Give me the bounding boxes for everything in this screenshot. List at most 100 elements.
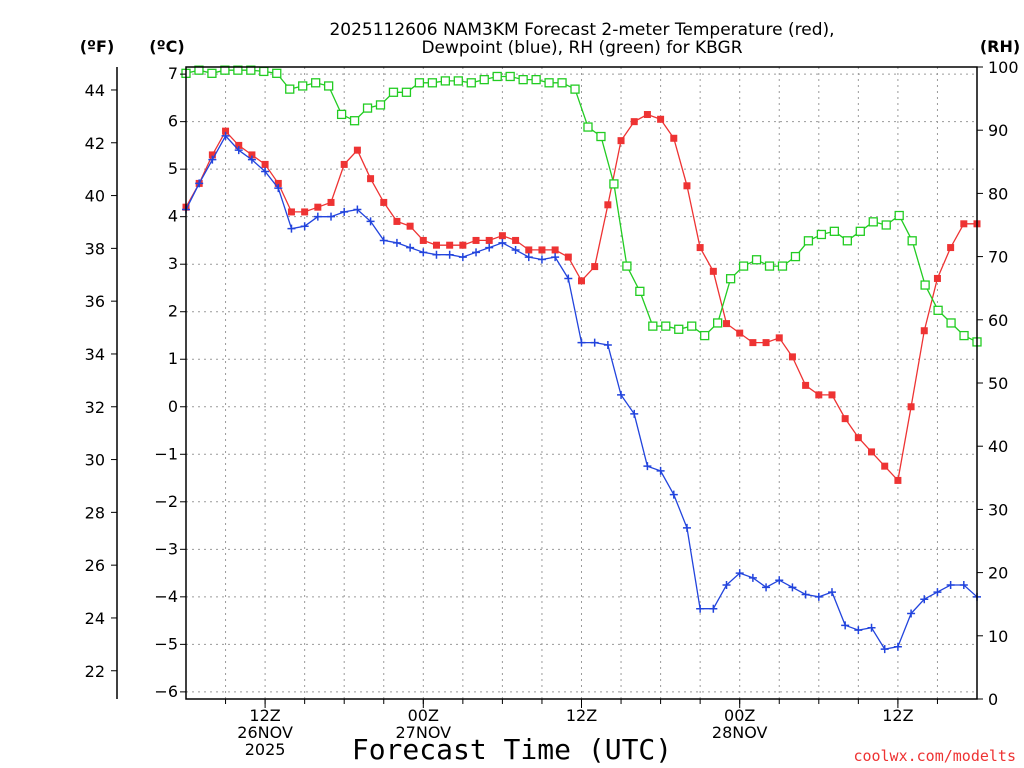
fahrenheit-tick-label: 40 bbox=[85, 187, 105, 206]
rh-data-point bbox=[440, 76, 450, 86]
rh-data-point bbox=[842, 236, 852, 246]
rh-data-point bbox=[427, 78, 438, 88]
celsius-tick-label: −5 bbox=[154, 634, 178, 653]
dewpoint-data-point bbox=[524, 253, 533, 262]
rh-data-point bbox=[518, 74, 528, 85]
dewpoint-data-point bbox=[274, 184, 283, 193]
x-tick-label: 26NOV bbox=[237, 723, 293, 742]
temperature-data-point bbox=[723, 320, 731, 328]
rh-data-point bbox=[492, 71, 502, 82]
dewpoint-data-point bbox=[287, 224, 296, 233]
rh-data-point bbox=[544, 78, 554, 88]
celsius-tick-label: 5 bbox=[168, 159, 178, 178]
rh-tick-label: 40 bbox=[988, 437, 1008, 456]
dewpoint-data-point bbox=[537, 255, 546, 264]
temperature-data-point bbox=[907, 403, 915, 411]
dewpoint-data-point bbox=[867, 623, 876, 632]
rh-tick-label: 20 bbox=[988, 564, 1008, 583]
rh-tick-label: 10 bbox=[988, 627, 1008, 646]
rh-data-point bbox=[635, 286, 645, 297]
rh-data-point bbox=[803, 236, 814, 246]
rh-data-point bbox=[933, 305, 943, 315]
dewpoint-data-point bbox=[564, 274, 573, 283]
dewpoint-data-point bbox=[406, 243, 415, 252]
rh-data-point bbox=[336, 109, 347, 120]
temperature-data-point bbox=[841, 415, 849, 423]
dewpoint-data-point bbox=[946, 580, 955, 589]
dewpoint-data-point bbox=[208, 155, 217, 164]
x-tick-label: 12Z bbox=[249, 706, 280, 725]
temperature-data-point bbox=[788, 353, 796, 361]
chart-title-line-1: 2025112606 NAM3KM Forecast 2-meter Tempe… bbox=[329, 20, 834, 40]
temperature-data-point bbox=[287, 208, 295, 216]
rh-data-point bbox=[622, 261, 632, 271]
celsius-tick-label: 7 bbox=[168, 64, 178, 83]
rh-data-point bbox=[738, 261, 749, 271]
celsius-unit-label: (ºC) bbox=[149, 37, 184, 56]
rh-data-point bbox=[349, 116, 360, 126]
temperature-data-point bbox=[551, 246, 559, 254]
temperature-data-point bbox=[815, 391, 823, 399]
fahrenheit-tick-label: 26 bbox=[85, 556, 105, 575]
dewpoint-data-point bbox=[788, 583, 797, 592]
rh-data-point bbox=[285, 84, 295, 94]
rh-data-point bbox=[453, 76, 463, 86]
fahrenheit-unit-label: (ºF) bbox=[80, 37, 115, 56]
rh-data-point bbox=[725, 274, 736, 284]
rh-data-point bbox=[920, 280, 930, 290]
dewpoint-data-point bbox=[617, 390, 626, 399]
temperature-data-point bbox=[274, 179, 282, 187]
rh-data-point bbox=[375, 100, 386, 110]
dewpoint-data-point bbox=[313, 212, 322, 221]
rh-data-point bbox=[401, 87, 412, 97]
dewpoint-data-point bbox=[959, 580, 968, 589]
temperature-data-point bbox=[749, 339, 757, 347]
dewpoint-data-point bbox=[590, 338, 599, 347]
plot-frame bbox=[185, 66, 978, 700]
dewpoint-data-point bbox=[762, 583, 771, 592]
rh-data-point bbox=[790, 251, 801, 262]
rh-data-point bbox=[531, 74, 541, 85]
dewpoint-data-point bbox=[735, 569, 744, 578]
temperature-data-point bbox=[775, 334, 783, 342]
temperature-data-point bbox=[261, 160, 269, 168]
temperature-data-point bbox=[419, 236, 427, 244]
temperature-data-point bbox=[643, 111, 651, 119]
dewpoint-data-point bbox=[933, 588, 942, 597]
rh-data-point bbox=[298, 81, 308, 91]
temperature-data-point bbox=[393, 217, 401, 225]
x-tick-label: 2025 bbox=[245, 740, 286, 759]
temperature-data-point bbox=[683, 182, 691, 190]
rh-data-point bbox=[894, 210, 904, 221]
temperature-data-point bbox=[881, 462, 889, 470]
rh-data-point bbox=[233, 65, 243, 75]
temperature-data-point bbox=[617, 137, 625, 145]
axes-layer: 76543210−1−2−3−4−5−644424038363432302826… bbox=[85, 58, 1019, 759]
rh-data-point bbox=[362, 103, 373, 113]
temperature-data-point bbox=[854, 434, 862, 442]
celsius-tick-label: 0 bbox=[168, 397, 178, 416]
fahrenheit-tick-label: 30 bbox=[85, 451, 105, 470]
rh-data-point bbox=[311, 78, 321, 88]
dewpoint-data-point bbox=[907, 609, 916, 618]
rh-tick-label: 100 bbox=[988, 58, 1019, 77]
temperature-data-point bbox=[340, 160, 348, 168]
rh-data-point bbox=[272, 68, 282, 78]
temperature-data-point bbox=[736, 329, 744, 337]
dewpoint-data-point bbox=[801, 590, 810, 599]
rh-data-point bbox=[764, 261, 775, 271]
rh-data-point bbox=[661, 321, 671, 331]
dewpoint-data-point bbox=[814, 592, 823, 601]
source-credit[interactable]: coolwx.com/modelts bbox=[853, 747, 1016, 765]
fahrenheit-tick-label: 32 bbox=[85, 398, 105, 417]
temperature-data-point bbox=[512, 236, 520, 244]
fahrenheit-tick-label: 34 bbox=[85, 345, 105, 364]
dewpoint-data-point bbox=[392, 238, 401, 247]
temperature-data-point bbox=[894, 476, 902, 484]
temperature-data-point bbox=[947, 244, 955, 252]
labels-layer: 2025112606 NAM3KM Forecast 2-meter Tempe… bbox=[80, 20, 1020, 766]
temperature-data-point bbox=[762, 339, 770, 347]
celsius-tick-label: −1 bbox=[154, 444, 178, 463]
temperature-data-point bbox=[933, 274, 941, 282]
